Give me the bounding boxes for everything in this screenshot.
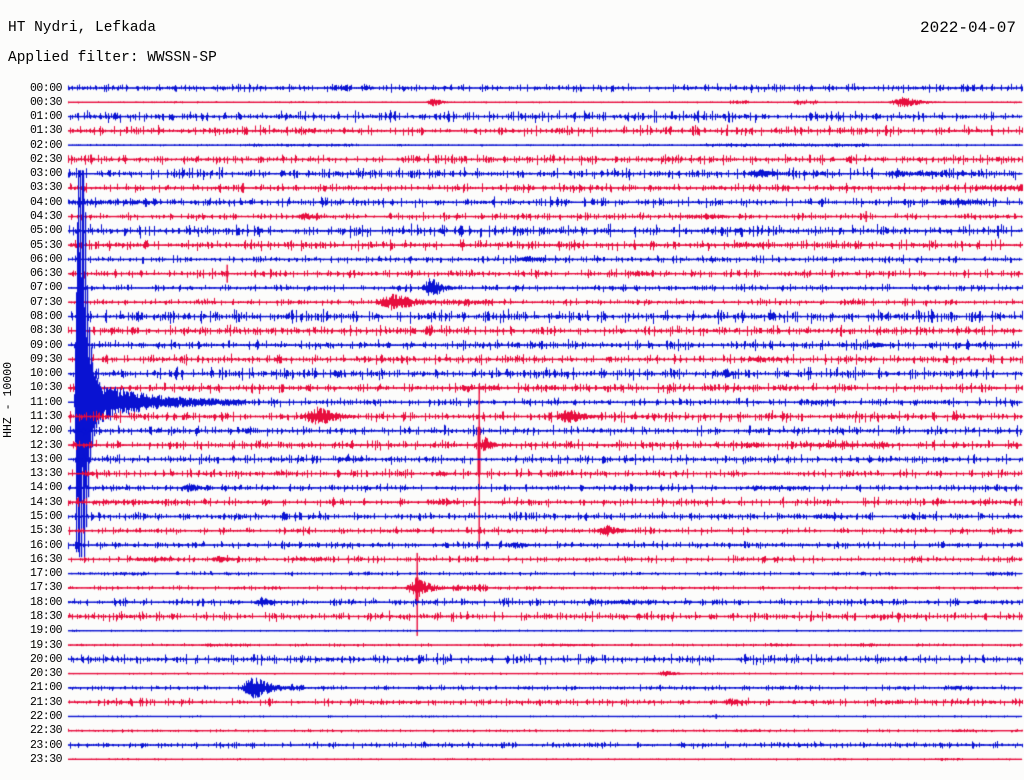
seismogram-canvas bbox=[0, 0, 1024, 780]
helicorder-page: HT Nydri, Lefkada Applied filter: WWSSN-… bbox=[0, 0, 1024, 780]
